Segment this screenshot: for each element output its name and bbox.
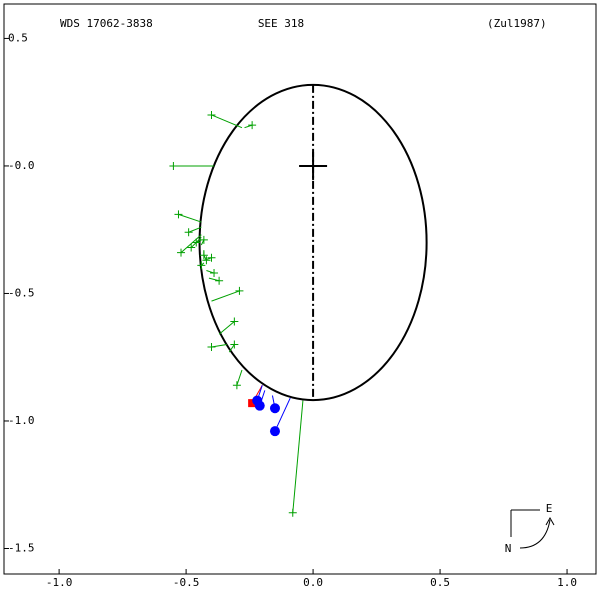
compass-north: N	[505, 542, 512, 555]
observation	[269, 403, 280, 414]
observation	[215, 276, 224, 285]
residual-line	[211, 290, 240, 302]
x-tick-label: -1.0	[46, 576, 73, 589]
y-tick-label: -0.5	[8, 286, 35, 299]
observation	[235, 286, 244, 295]
residual-line	[292, 400, 304, 513]
observation	[169, 161, 178, 170]
x-tick-label: 0.0	[303, 576, 323, 589]
observation	[207, 253, 216, 262]
observation	[288, 508, 297, 517]
compass-east: E	[546, 502, 553, 515]
observation	[192, 238, 201, 247]
observation	[197, 261, 206, 270]
x-tick-label: 1.0	[557, 576, 577, 589]
observation	[202, 256, 211, 265]
observation	[254, 400, 265, 411]
plot-frame	[3, 3, 597, 575]
observation	[248, 121, 257, 130]
header-center: SEE 318	[258, 17, 304, 30]
observation	[174, 210, 183, 219]
compass-arrow	[545, 516, 555, 526]
observation	[269, 426, 280, 437]
observation	[210, 269, 219, 278]
observation	[230, 317, 239, 326]
y-tick-label: -1.5	[8, 541, 35, 554]
residual-line	[236, 369, 243, 386]
residual-line	[211, 114, 243, 129]
observation	[199, 235, 208, 244]
compass-arc	[519, 519, 551, 549]
observation	[232, 381, 241, 390]
observation	[248, 399, 257, 408]
residual-line	[228, 344, 235, 353]
observation	[207, 343, 216, 352]
observation	[184, 228, 193, 237]
residual-line	[188, 226, 202, 233]
y-tick-label: -0.0	[8, 159, 35, 172]
compass	[510, 509, 555, 549]
observation	[230, 340, 239, 349]
y-tick-label: 0.5	[8, 31, 28, 44]
y-tick-label: -1.0	[8, 414, 35, 427]
observation	[177, 248, 186, 257]
residual-line	[218, 321, 235, 335]
observation	[187, 243, 196, 252]
residual-line	[274, 397, 291, 432]
residual-line	[178, 213, 202, 223]
observation	[199, 251, 208, 260]
observation	[207, 110, 216, 119]
x-tick-label: -0.5	[173, 576, 200, 589]
x-tick-label: 0.5	[430, 576, 450, 589]
header-right: (Zul1987)	[487, 17, 547, 30]
header-left: WDS 17062-3838	[60, 17, 153, 30]
